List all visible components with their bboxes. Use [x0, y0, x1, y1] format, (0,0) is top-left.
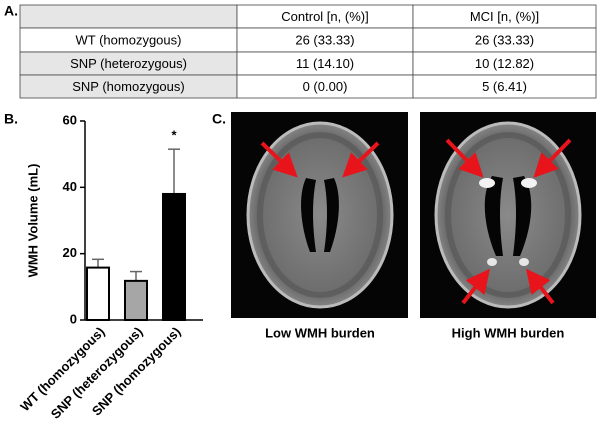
cell-text: WT (homozygous)	[76, 32, 182, 47]
panel-label: B.	[4, 111, 18, 127]
cell-text: Control [n, (%)]	[281, 9, 368, 24]
bar	[124, 279, 148, 322]
cell-text: 26 (33.33)	[295, 32, 354, 47]
table-cell	[412, 74, 597, 99]
cell-text: 11 (14.10)	[296, 56, 354, 71]
cell-text: 0 (0.00)	[303, 79, 348, 94]
panel-label: A.	[4, 3, 18, 19]
cell-text: 10 (12.82)	[475, 56, 534, 71]
mri-image	[420, 112, 596, 318]
bar	[162, 192, 186, 321]
table: Control [n, (%)] MCI [n, (%)] WT (homozygo…	[19, 4, 597, 99]
cell-text: 26 (33.33)	[475, 32, 534, 47]
y-tick-label: 20	[63, 245, 77, 260]
table-cell	[412, 27, 597, 53]
significance-marker: *	[171, 128, 177, 143]
panel-label: C.	[212, 111, 226, 127]
image-caption: Low WMH burden	[265, 325, 375, 340]
cell-text: SNP (homozygous)	[72, 79, 184, 94]
y-tick-label: 0	[70, 311, 77, 326]
y-axis-label: WMH Volume (mL)	[25, 164, 40, 278]
y-tick-label: 40	[63, 179, 77, 194]
cell-text: 5 (6.41)	[482, 79, 527, 94]
mri-image	[231, 112, 408, 318]
cell-text: SNP (heterozygous)	[70, 56, 187, 71]
bar	[86, 266, 110, 322]
table-cell	[19, 4, 238, 29]
y-tick-label: 60	[63, 112, 77, 127]
cell-text: MCI [n, (%)]	[470, 9, 539, 24]
image-caption: High WMH burden	[452, 325, 565, 340]
